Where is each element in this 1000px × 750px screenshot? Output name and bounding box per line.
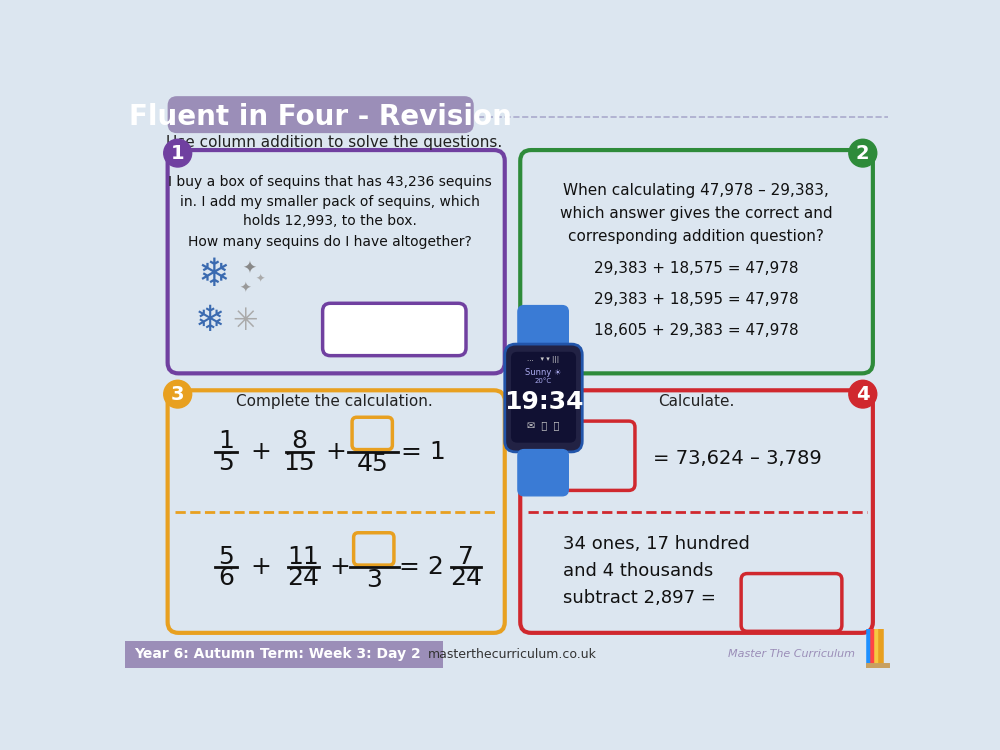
Text: = 1: = 1 xyxy=(401,440,446,464)
Text: ✦: ✦ xyxy=(256,274,265,284)
Text: Calculate.: Calculate. xyxy=(658,394,734,410)
Circle shape xyxy=(164,380,192,408)
Text: Fluent in Four - Revision: Fluent in Four - Revision xyxy=(129,103,512,131)
Text: Master The Curriculum: Master The Curriculum xyxy=(728,650,855,659)
Text: 2: 2 xyxy=(856,144,870,163)
FancyBboxPatch shape xyxy=(518,449,568,496)
FancyBboxPatch shape xyxy=(168,150,505,374)
Text: subtract 2,897 =: subtract 2,897 = xyxy=(563,590,716,608)
Text: 11: 11 xyxy=(287,544,319,568)
Text: and 4 thousands: and 4 thousands xyxy=(563,562,713,580)
Text: 20°C: 20°C xyxy=(535,378,552,384)
Text: ❄: ❄ xyxy=(195,304,225,338)
Text: Year 6: Autumn Term: Week 3: Day 2: Year 6: Autumn Term: Week 3: Day 2 xyxy=(134,647,421,662)
Text: 1: 1 xyxy=(218,429,234,453)
FancyBboxPatch shape xyxy=(534,421,635,490)
Text: +: + xyxy=(329,556,350,580)
Text: 19:34: 19:34 xyxy=(504,390,583,414)
FancyBboxPatch shape xyxy=(125,640,443,668)
FancyBboxPatch shape xyxy=(352,417,392,449)
Text: ❄: ❄ xyxy=(198,256,230,294)
Text: Use column addition to solve the questions.: Use column addition to solve the questio… xyxy=(166,135,502,150)
FancyBboxPatch shape xyxy=(511,352,576,442)
Text: 24: 24 xyxy=(450,566,482,590)
Text: ...   ▾ ▾ |||: ... ▾ ▾ ||| xyxy=(527,356,560,363)
Text: 8: 8 xyxy=(291,429,307,453)
Text: 29,383 + 18,595 = 47,978: 29,383 + 18,595 = 47,978 xyxy=(594,292,798,307)
Text: = 2: = 2 xyxy=(399,556,443,580)
Text: 18,605 + 29,383 = 47,978: 18,605 + 29,383 = 47,978 xyxy=(594,322,798,338)
FancyBboxPatch shape xyxy=(323,303,466,355)
Text: Complete the calculation.: Complete the calculation. xyxy=(236,394,433,410)
Text: ✦: ✦ xyxy=(239,282,251,296)
Text: +: + xyxy=(250,556,271,580)
FancyBboxPatch shape xyxy=(505,344,582,452)
FancyBboxPatch shape xyxy=(518,305,568,348)
Text: holds 12,993, to the box.: holds 12,993, to the box. xyxy=(243,214,417,228)
Text: 3: 3 xyxy=(366,568,382,592)
Text: masterthecurriculum.co.uk: masterthecurriculum.co.uk xyxy=(428,648,597,661)
Text: 5: 5 xyxy=(218,544,234,568)
Text: = 73,624 – 3,789: = 73,624 – 3,789 xyxy=(653,448,822,467)
Text: in. I add my smaller pack of sequins, which: in. I add my smaller pack of sequins, wh… xyxy=(180,195,480,208)
FancyBboxPatch shape xyxy=(168,96,474,133)
Text: When calculating 47,978 – 29,383,: When calculating 47,978 – 29,383, xyxy=(563,182,829,197)
Text: 6: 6 xyxy=(218,566,234,590)
Text: 45: 45 xyxy=(357,452,389,476)
Circle shape xyxy=(164,140,192,167)
FancyBboxPatch shape xyxy=(168,390,505,633)
Text: I buy a box of sequins that has 43,236 sequins: I buy a box of sequins that has 43,236 s… xyxy=(168,176,492,190)
FancyBboxPatch shape xyxy=(354,532,394,565)
Text: 4: 4 xyxy=(856,385,870,404)
Text: which answer gives the correct and: which answer gives the correct and xyxy=(560,206,832,220)
Text: 3: 3 xyxy=(171,385,184,404)
Circle shape xyxy=(849,140,877,167)
Text: 24: 24 xyxy=(287,566,319,590)
Text: ✉  🔍  👤: ✉ 🔍 👤 xyxy=(527,420,560,430)
Text: How many sequins do I have altogether?: How many sequins do I have altogether? xyxy=(188,236,472,250)
Text: 1: 1 xyxy=(171,144,185,163)
Text: 34 ones, 17 hundred: 34 ones, 17 hundred xyxy=(563,536,750,554)
Text: corresponding addition question?: corresponding addition question? xyxy=(568,229,824,244)
Text: +: + xyxy=(325,440,346,464)
Text: 15: 15 xyxy=(284,451,315,475)
Circle shape xyxy=(849,380,877,408)
Text: 7: 7 xyxy=(458,544,474,568)
Text: 29,383 + 18,575 = 47,978: 29,383 + 18,575 = 47,978 xyxy=(594,261,798,276)
Text: 5: 5 xyxy=(218,451,234,475)
Text: +: + xyxy=(250,440,271,464)
Text: ✦: ✦ xyxy=(242,260,256,278)
FancyBboxPatch shape xyxy=(520,390,873,633)
FancyBboxPatch shape xyxy=(741,574,842,632)
Text: Sunny ☀: Sunny ☀ xyxy=(525,368,562,377)
Text: ✳: ✳ xyxy=(232,307,258,335)
FancyBboxPatch shape xyxy=(520,150,873,374)
